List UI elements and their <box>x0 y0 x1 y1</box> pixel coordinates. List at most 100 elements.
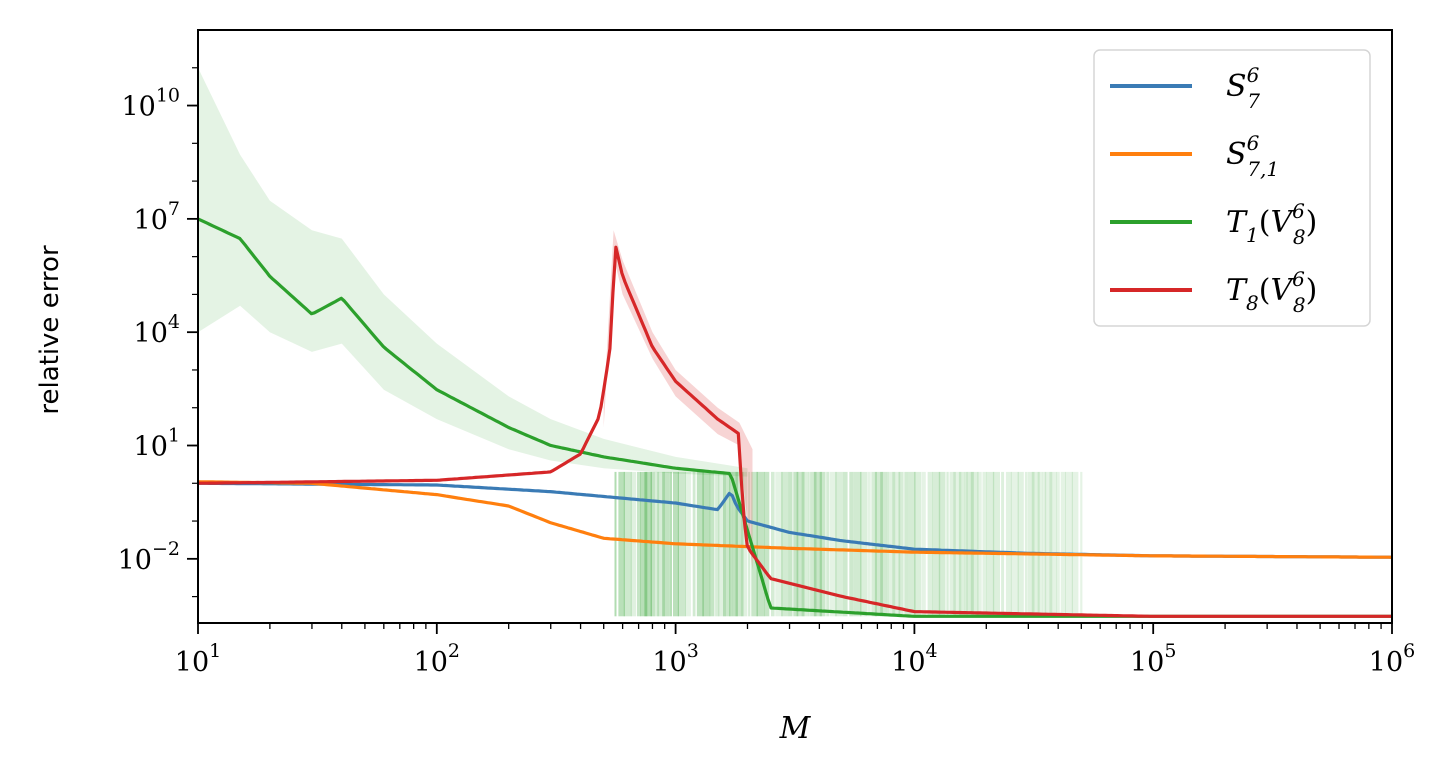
confidence-bands <box>198 67 753 571</box>
t1-noise-spike <box>775 471 783 617</box>
t1-noise-spike <box>986 471 995 617</box>
t1-noise-spike <box>729 471 733 617</box>
series-lines <box>198 217 1392 618</box>
y-axis: 1010 107 104 101 10−2 <box>118 67 198 598</box>
x-tick-label: 102 <box>414 640 460 678</box>
t1-noise-spike <box>650 471 655 617</box>
t1-noise-spike <box>618 471 625 617</box>
t1-noise-spike <box>723 471 731 617</box>
t1-noise-spike <box>908 471 916 617</box>
t1-noise-spike <box>992 471 1000 617</box>
y-axis-label: relative error <box>35 245 65 415</box>
t1-noise-spike <box>1017 471 1024 617</box>
t1-noise-spike <box>977 471 982 617</box>
t1-noise-spike <box>644 471 652 617</box>
legend-label: T1(V6 8) <box>1226 199 1317 249</box>
legend-label: S6 7,1 <box>1226 131 1279 181</box>
t1-noise-spike <box>614 471 617 617</box>
t1-noise-spike <box>966 471 974 617</box>
t1-noise-spike <box>1024 471 1028 617</box>
t1-noise-spike <box>826 471 830 617</box>
y-tick-label: 10−2 <box>118 538 180 576</box>
t1-noise-spike <box>1010 471 1019 617</box>
t1-noise-spike <box>927 471 933 617</box>
t1-noise-spike <box>1049 471 1057 617</box>
t1-noise-spike <box>640 471 648 617</box>
t1-noise-spike <box>813 471 822 617</box>
t1-noise-spike <box>623 471 632 617</box>
t1-noise-spike <box>843 471 848 617</box>
t1-noise-spike <box>949 471 956 617</box>
legend-label: T8(V6 8) <box>1226 267 1317 317</box>
x-tick-label: 106 <box>1369 640 1415 678</box>
t1-noise-spike <box>748 471 751 617</box>
t1-noise-spike <box>1037 471 1043 617</box>
t1-noise-spike <box>732 471 738 617</box>
x-tick-label: 103 <box>652 640 698 678</box>
legend: S6 7 S6 7,1 T1(V6 8) T8(V6 8) <box>1093 49 1371 327</box>
t1-noise-spike <box>898 471 904 617</box>
x-axis-label: M <box>779 711 812 746</box>
t1-noise-spike <box>1027 471 1035 617</box>
plot-frame <box>197 29 1393 624</box>
t1-noise-spike <box>888 471 896 617</box>
t1-noise-spike <box>764 471 770 617</box>
t1-noise-spike <box>740 471 748 617</box>
x-tick-label: 105 <box>1130 640 1176 678</box>
t1-noise-spike <box>735 471 744 617</box>
t1-noise-spike <box>1031 471 1040 617</box>
t1-noise-spike <box>808 471 811 617</box>
t1-noise-spike <box>1056 471 1060 617</box>
t1-noise-spike <box>1001 471 1005 617</box>
y-tick-label: 1010 <box>121 85 180 123</box>
t1-noise-spike <box>751 471 758 617</box>
t1-noise-spike <box>810 471 817 617</box>
legend-label: S6 7 <box>1226 63 1260 113</box>
t1-noise-spike <box>914 471 922 617</box>
t1-noise-spike <box>801 471 809 617</box>
t1-noise-spike <box>835 471 843 617</box>
x-tick-label: 101 <box>175 640 221 678</box>
x-axis: 101 102 103 104 105 106 <box>175 623 1415 678</box>
t1-noise-spike <box>793 471 799 617</box>
series-line-3 <box>198 245 1392 618</box>
t1-noise-spike <box>788 471 793 617</box>
t1-noise-spike <box>946 471 949 617</box>
t1-noise-spike <box>1005 471 1012 617</box>
t1-noise-spike <box>796 471 805 617</box>
t1-noise-spike <box>637 471 641 617</box>
band-t-8-v-8-6- <box>603 230 753 571</box>
t1-noise-spike <box>829 471 837 617</box>
t1-noise-spike <box>922 471 926 617</box>
t1-noise-spike <box>781 471 789 617</box>
t1-noise-spike <box>654 471 660 617</box>
y-tick-label: 107 <box>134 198 180 236</box>
t1-noise-spike <box>938 471 946 617</box>
t1-noise-spike <box>886 471 889 617</box>
t1-noise-spike <box>892 471 901 617</box>
band-t-1-v-8-6- <box>198 67 748 477</box>
t1-noise-spike <box>1080 471 1083 617</box>
t1-noise-spike <box>630 471 637 617</box>
x-tick-label: 104 <box>891 640 937 678</box>
t1-noise-spike <box>1042 471 1047 617</box>
y-tick-label: 104 <box>134 311 180 349</box>
t1-noise-spike <box>932 471 941 617</box>
t1-noise-spike <box>958 471 965 617</box>
t1-noise-spike <box>982 471 987 617</box>
t1-noise-spike <box>1060 471 1066 617</box>
t1-noise-spike <box>1065 471 1073 617</box>
t1-noise-spike <box>849 471 854 617</box>
t1-noise-spike <box>819 471 826 617</box>
t1-noise-spike <box>1071 471 1079 617</box>
y-tick-label: 101 <box>134 425 180 463</box>
t1-noise-spike <box>1044 471 1053 617</box>
t1-noise-spike <box>756 471 765 617</box>
t1-noise-spike <box>904 471 909 617</box>
t1-noise-spike <box>771 471 775 617</box>
legend-box <box>1093 49 1371 327</box>
t1-noise-spike <box>964 471 968 617</box>
series-line-1 <box>198 480 1392 559</box>
t1-noise-spike <box>953 471 962 617</box>
